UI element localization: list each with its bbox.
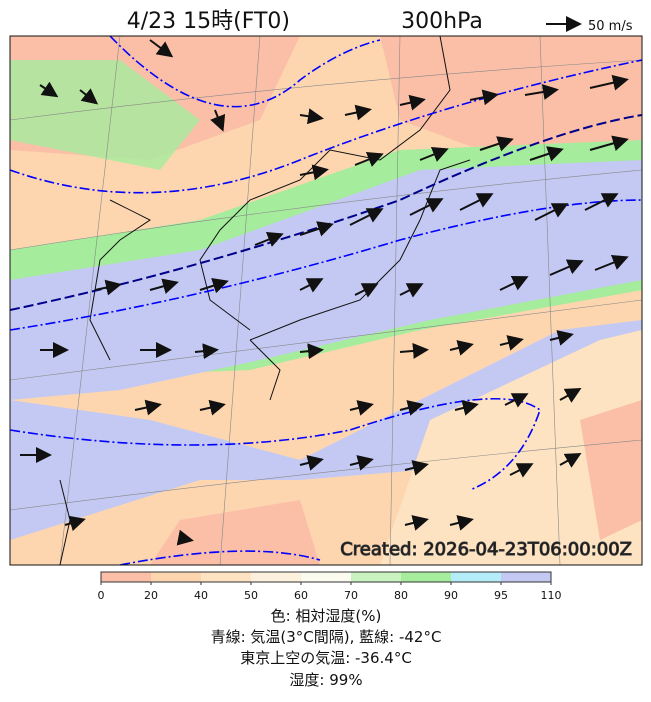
title-level: 300hPa (401, 9, 483, 34)
scale-label: 50 m/s (588, 19, 633, 34)
title-time: 4/23 15時(FT0) (127, 9, 290, 34)
map-frame (9, 35, 643, 566)
map (10, 36, 642, 565)
colorbar-tick-label: 60 (294, 589, 308, 602)
caption-line: 湿度: 99% (289, 671, 362, 689)
colorbar-segment (201, 572, 251, 582)
colorbar-tick-label: 40 (194, 589, 208, 602)
colorbar-segment (101, 572, 151, 582)
colorbar-tick-label: 90 (444, 589, 458, 602)
colorbar-tick-label: 70 (344, 589, 358, 602)
caption-line: 色: 相対湿度(%) (271, 607, 382, 625)
caption-line: 青線: 気温(3°C間隔), 藍線: -42°C (211, 628, 442, 646)
colorbar-tick-label: 80 (394, 589, 408, 602)
colorbar-segment (351, 572, 401, 582)
colorbar-tick-label: 0 (98, 589, 105, 602)
colorbar-segment (501, 572, 551, 582)
colorbar-tick-label: 20 (144, 589, 158, 602)
colorbar-tick-label: 110 (541, 589, 562, 602)
colorbar-frame (100, 571, 552, 583)
created-stamp: Created: 2026-04-23T06:00:00Z (340, 539, 632, 560)
colorbar-segment (301, 572, 351, 582)
colorbar: 0 20 40 50 60 70 80 90 95 110 (98, 571, 562, 602)
caption-line: 東京上空の気温: -36.4°C (240, 649, 412, 667)
colorbar-segment (151, 572, 201, 582)
colorbar-tick-label: 50 (244, 589, 258, 602)
colorbar-segment (451, 572, 501, 582)
colorbar-segment (401, 572, 451, 582)
colorbar-segment (251, 572, 301, 582)
colorbar-tick-label: 95 (494, 589, 508, 602)
